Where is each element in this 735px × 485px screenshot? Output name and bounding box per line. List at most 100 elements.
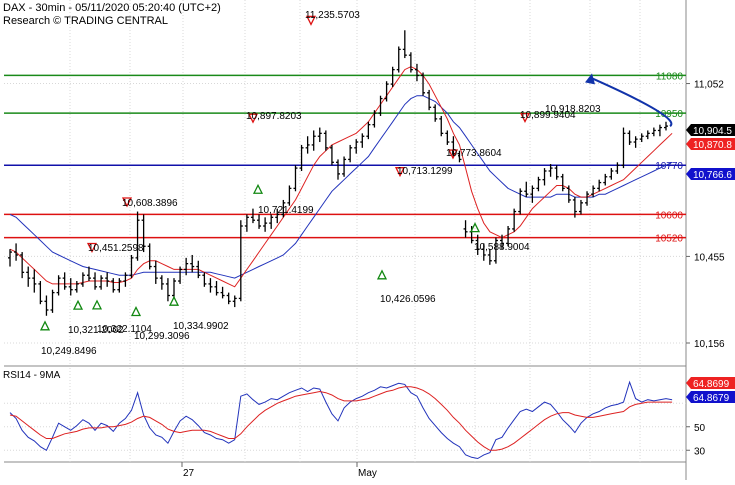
candle-104 <box>639 133 644 143</box>
candle-69 <box>427 89 432 111</box>
chart-subtitle: Research © TRADING CENTRAL <box>3 15 168 27</box>
price-tick-label-0: 11,052 <box>694 80 724 91</box>
pivot-low-marker-15 <box>39 320 51 331</box>
x-tick-label-0: 27 <box>183 468 195 479</box>
candle-24 <box>153 260 158 284</box>
candle-5 <box>38 281 43 305</box>
rsi-tag-label-1: 64.8679 <box>693 393 730 404</box>
candle-92 <box>566 185 571 203</box>
pivot-low-marker-4 <box>252 183 264 194</box>
pivot-label-7: 10,899.9404 <box>520 110 576 121</box>
candle-32 <box>202 272 207 287</box>
support-resistance-levels: 11080 10950 10770 10600 10520 <box>4 71 686 245</box>
candle-48 <box>299 144 304 171</box>
projection-arrow <box>589 76 673 127</box>
candle-93 <box>572 197 577 218</box>
level-label-10520: 10520 <box>655 234 683 245</box>
pivot-markers: 11,235.5703 10,897.8203 10,608.3896 10,451.… <box>39 10 673 357</box>
candle-59 <box>366 121 371 140</box>
candle-34 <box>214 281 219 296</box>
candle-74 <box>457 150 462 163</box>
rsi-tag-bg-1 <box>686 391 735 403</box>
pivot-label-9: 10,588.9004 <box>474 242 530 253</box>
candle-38 <box>238 220 243 302</box>
candle-39 <box>244 214 249 232</box>
candle-99 <box>609 168 614 180</box>
candle-37 <box>232 295 237 308</box>
candle-40 <box>250 208 255 224</box>
pivot-label-10: 10,426.0596 <box>380 294 436 305</box>
candle-8 <box>56 275 61 296</box>
candle-64 <box>396 46 401 73</box>
candle-29 <box>184 257 189 276</box>
price-tags: 10,904.5 10,870.8 10,766.6 <box>686 124 735 181</box>
ma-fast-line <box>9 66 673 288</box>
candle-1 <box>14 243 19 261</box>
rsi-ma-line <box>9 386 673 451</box>
candle-21 <box>135 211 140 261</box>
candle-50 <box>311 130 316 151</box>
price-tag-label-1: 10,870.8 <box>693 140 732 151</box>
candle-68 <box>421 72 426 96</box>
pivot-label-0: 11,235.5703 <box>305 10 360 21</box>
pivot-label-8: 10,918.8203 <box>545 104 601 115</box>
pivot-low-marker-10 <box>376 269 388 280</box>
candle-102 <box>627 130 632 145</box>
candle-71 <box>439 115 444 137</box>
candle-89 <box>548 164 553 177</box>
candle-30 <box>190 254 195 273</box>
candle-54 <box>336 159 340 180</box>
pivot-high-marker-7 <box>519 112 531 124</box>
pivot-high-marker-2 <box>121 197 133 208</box>
candle-22 <box>141 214 146 253</box>
candle-12 <box>80 272 85 287</box>
pivot-label-15: 10,249.8496 <box>41 346 97 357</box>
candle-62 <box>384 81 389 102</box>
pivot-label-1: 10,897.8203 <box>246 111 302 122</box>
candle-85 <box>524 181 529 198</box>
candle-103 <box>633 136 638 148</box>
pivot-high-marker-5 <box>394 167 406 178</box>
rsi-tick-label-0: 50 <box>694 423 706 434</box>
grid <box>4 0 687 480</box>
candle-4 <box>32 269 37 293</box>
candle-51 <box>317 127 322 143</box>
candle-13 <box>86 266 91 282</box>
candle-108 <box>664 121 668 131</box>
level-label-11080: 11080 <box>656 71 684 82</box>
price-tag-label-2: 10,766.6 <box>693 170 732 181</box>
candle-47 <box>293 165 298 192</box>
candle-46 <box>287 185 292 206</box>
price-tag-label-0: 10,904.5 <box>693 126 732 137</box>
candle-87 <box>536 176 541 192</box>
pivot-label-14: 10,299.3096 <box>134 331 190 342</box>
candle-35 <box>220 286 225 299</box>
candle-98 <box>603 173 608 186</box>
candles <box>8 30 668 316</box>
pivot-label-5: 10,713.1299 <box>397 166 453 177</box>
candle-96 <box>591 185 596 198</box>
candle-26 <box>165 278 170 302</box>
pivot-low-marker-11 <box>168 295 180 306</box>
pivot-low-marker-12 <box>72 299 84 310</box>
candle-19 <box>123 272 128 287</box>
candle-107 <box>657 124 662 137</box>
candle-6 <box>44 295 49 316</box>
candle-33 <box>208 278 213 293</box>
level-label-10770: 10770 <box>655 161 683 172</box>
candle-70 <box>433 104 438 122</box>
candle-0 <box>8 249 12 267</box>
candle-9 <box>62 272 67 290</box>
candle-88 <box>542 168 547 186</box>
pivot-low-marker-9 <box>469 222 481 233</box>
price-tag-bg-0 <box>686 124 735 136</box>
pivot-label-6: 10,773.8604 <box>446 148 502 159</box>
pivot-low-marker-13 <box>91 299 103 310</box>
candle-65 <box>402 30 407 59</box>
candle-83 <box>512 208 517 232</box>
pivot-high-marker-3 <box>86 242 98 253</box>
candle-61 <box>378 95 383 116</box>
ma-slow-line <box>9 95 673 279</box>
candle-17 <box>111 278 116 293</box>
candle-101 <box>621 127 626 169</box>
